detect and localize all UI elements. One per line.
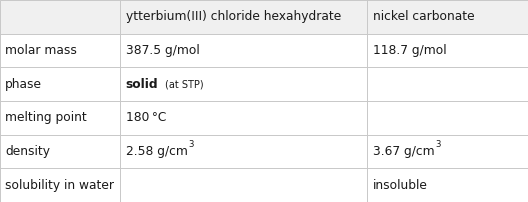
Text: nickel carbonate: nickel carbonate [373,10,474,23]
Text: melting point: melting point [5,111,87,124]
Text: 3: 3 [435,140,440,149]
Text: density: density [5,145,50,158]
Text: solubility in water: solubility in water [5,179,114,192]
Text: molar mass: molar mass [5,44,77,57]
Text: 118.7 g/mol: 118.7 g/mol [373,44,446,57]
Text: 180 °C: 180 °C [126,111,166,124]
Text: phase: phase [5,78,42,91]
Text: 387.5 g/mol: 387.5 g/mol [126,44,200,57]
Bar [0,0,528,34]
Text: 3: 3 [188,140,194,149]
Text: insoluble: insoluble [373,179,428,192]
Text: ytterbium(III) chloride hexahydrate: ytterbium(III) chloride hexahydrate [126,10,341,23]
Text: 3.67 g/cm: 3.67 g/cm [373,145,435,158]
Text: 2.58 g/cm: 2.58 g/cm [126,145,187,158]
Text: solid: solid [126,78,158,91]
Text: (at STP): (at STP) [165,79,203,89]
